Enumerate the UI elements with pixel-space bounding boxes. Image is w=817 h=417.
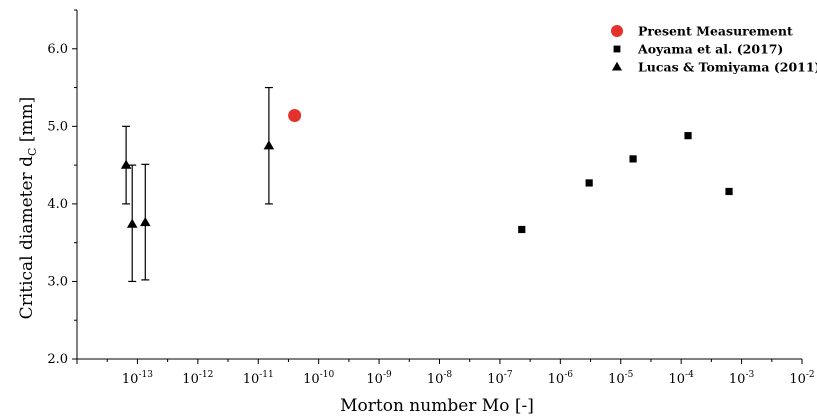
y-axis-title: Critical diameter dC [mm]: [17, 97, 39, 320]
legend-label: Aoyama et al. (2017): [637, 42, 783, 57]
data-point-triangle: [140, 217, 151, 227]
x-tick-label: 10-11: [243, 370, 274, 387]
x-tick-label: 10-4: [669, 370, 695, 387]
x-tick-label: 10-8: [427, 370, 453, 387]
data-point-circle: [288, 108, 302, 122]
data-point-square: [684, 132, 692, 140]
data-point-triangle: [126, 218, 138, 228]
chart-marks: [120, 86, 733, 283]
chart-legend: Present Measurement Aoyama et al. (2017) L…: [611, 24, 817, 75]
x-tick-label: 10-5: [608, 370, 634, 387]
legend-marker-circle: [611, 25, 623, 37]
y-tick-label: 6.0: [47, 42, 68, 57]
data-point-square: [585, 179, 593, 187]
x-tick-label: 10-6: [548, 370, 574, 387]
y-tick-label: 4.0: [47, 197, 68, 212]
data-point-square: [629, 155, 637, 163]
y-tick-label: 5.0: [47, 119, 68, 134]
y-tick-label: 3.0: [47, 274, 68, 289]
legend-label: Lucas & Tomiyama (2011): [638, 60, 817, 75]
legend-label: Present Measurement: [638, 24, 793, 39]
x-tick-label: 10-13: [122, 370, 153, 387]
data-point-triangle: [263, 140, 275, 150]
x-tick-label: 10-12: [182, 370, 213, 387]
x-tick-label: 10-2: [789, 370, 814, 387]
data-point-square: [725, 187, 733, 196]
x-axis-title: Morton number Mo [-]: [340, 396, 534, 416]
x-tick-label: 10-9: [366, 370, 392, 387]
x-tick-label: 10-10: [303, 370, 334, 387]
legend-marker-square: [613, 45, 621, 53]
x-tick-label: 10-7: [487, 370, 513, 387]
x-tick-label: 10-3: [729, 370, 755, 387]
data-point-triangle: [120, 159, 132, 169]
chart-axes: 2.0 3.0 4.0 5.0 6.0 10-13 10-12 10-11 10-10 10-9 1…: [47, 9, 815, 387]
data-point-square: [518, 225, 526, 234]
legend-marker-triangle: [611, 61, 623, 71]
y-tick-label: 2.0: [47, 352, 68, 367]
